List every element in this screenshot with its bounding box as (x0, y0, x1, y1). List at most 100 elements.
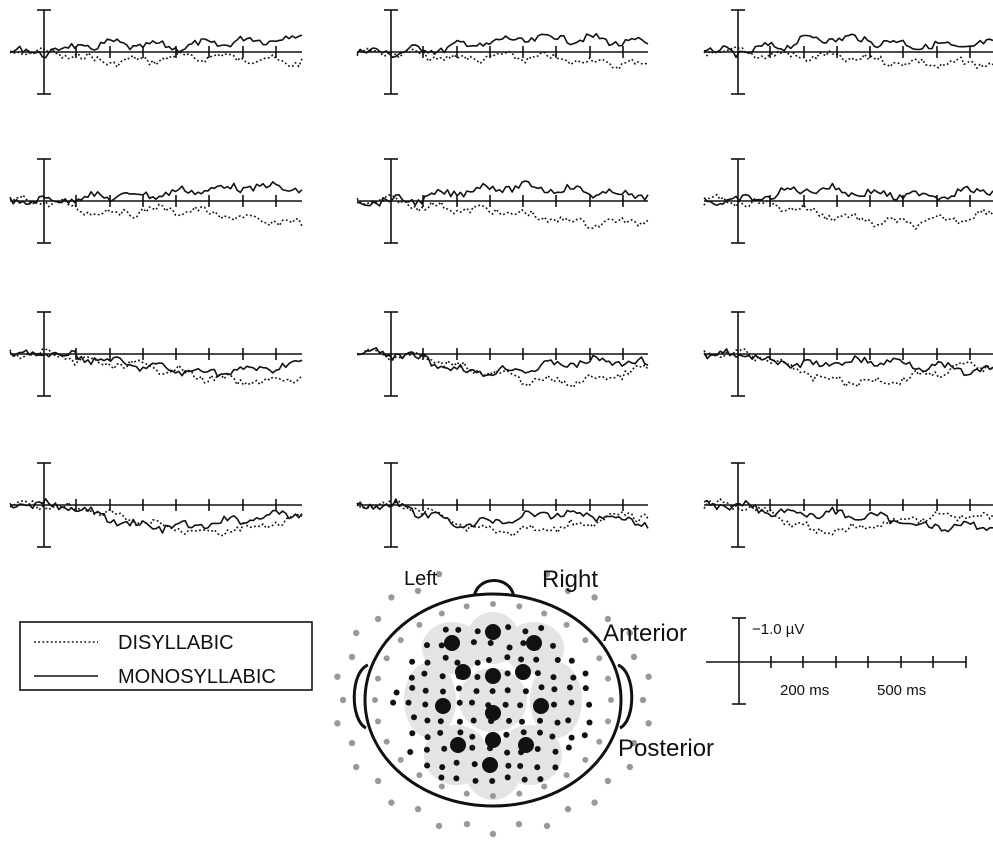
electrode-inner (520, 729, 527, 736)
electrode-inner (455, 626, 462, 633)
electrode-inner (438, 774, 445, 781)
electrode-inner (409, 684, 416, 691)
electrode-outer (353, 763, 360, 771)
electrode-inner (552, 748, 559, 755)
series-monosyllabic (703, 182, 993, 207)
electrode-rim (416, 621, 423, 628)
electrode-rim (463, 790, 470, 797)
electrode-outer (645, 720, 652, 727)
electrode-inner (409, 658, 416, 665)
electrode-inner (504, 749, 511, 756)
electrode-inner (538, 684, 545, 691)
electrode-rim (605, 675, 611, 682)
series-disyllabic (356, 500, 649, 537)
electrode-rim (596, 655, 603, 662)
electrode-inner (502, 701, 509, 708)
electrode-inner (439, 673, 446, 680)
electrode-cluster-center (518, 737, 534, 753)
erp-panel-r1-c1 (9, 9, 303, 95)
electrode-inner (550, 674, 557, 681)
electrode-inner (424, 734, 431, 741)
electrode-outer (626, 629, 633, 637)
electrode-cluster-center (455, 664, 471, 680)
electrode-inner (554, 719, 561, 726)
electrode-inner (506, 717, 512, 724)
electrode-rim (438, 783, 445, 790)
electrode-inner (489, 778, 496, 784)
electrode-inner (456, 685, 462, 692)
electrode-outer (435, 822, 443, 830)
electrode-inner (423, 746, 430, 753)
electrode-outer (515, 820, 523, 828)
electrode-outer (414, 587, 422, 595)
scale-time-label-500: 500 ms (877, 682, 926, 699)
electrode-inner (537, 729, 543, 736)
electrode-outer (334, 720, 341, 727)
erp-panel-r3-c2 (356, 311, 649, 397)
electrode-inner (486, 657, 492, 663)
electrode-outer (339, 696, 347, 704)
electrode-rim (397, 637, 404, 644)
erp-panel-grid (9, 9, 993, 548)
electrode-outer (604, 615, 612, 623)
electrode-cluster-center (485, 732, 501, 748)
electrode-dots (334, 570, 652, 838)
erp-panel-r3-c1 (9, 311, 303, 397)
electrode-outer (348, 739, 356, 747)
electrode-inner (586, 701, 593, 708)
electrode-inner (456, 699, 463, 706)
electrode-rim (596, 738, 603, 745)
electrode-outer (591, 594, 598, 601)
electrode-outer (591, 799, 598, 806)
electrode-inner (570, 674, 577, 681)
electrode-inner (504, 774, 511, 781)
electrode-inner (474, 659, 481, 666)
series-disyllabic (356, 194, 649, 229)
electrode-inner (421, 670, 428, 677)
electrode-inner (521, 776, 528, 783)
electrode-rim (541, 610, 548, 617)
electrode-outer (388, 799, 395, 806)
electrode-outer (334, 673, 341, 680)
electrode-inner (409, 730, 416, 737)
electrode-inner (538, 625, 545, 631)
electrode-inner (456, 718, 463, 725)
electrode-rim (383, 655, 390, 662)
electrode-inner (437, 718, 444, 725)
electrode-inner (487, 640, 494, 646)
series-disyllabic (703, 45, 993, 69)
electrode-cluster-center (485, 668, 501, 684)
electrode-rim (463, 603, 470, 610)
electrode-cluster-center (435, 698, 451, 714)
electrode-inner (489, 688, 496, 695)
electrode-rim (397, 756, 404, 763)
electrode-inner (517, 702, 524, 709)
label-anterior: Anterior (603, 620, 687, 647)
electrode-outer (564, 805, 572, 813)
erp-panel-r4-c3 (703, 462, 993, 548)
scale-bar: −1.0 µV 200 ms 500 ms (706, 617, 967, 705)
erp-panel-r2-c2 (356, 158, 649, 244)
series-monosyllabic (703, 348, 993, 377)
electrode-inner (470, 639, 477, 646)
electrode-inner (453, 759, 460, 766)
electrode-inner (504, 687, 511, 694)
electrode-inner (469, 699, 475, 706)
electrode-rim (516, 603, 523, 610)
electrode-outer (604, 777, 612, 785)
electrode-rim (375, 718, 381, 725)
electrode-inner (537, 717, 543, 724)
electrode-inner (551, 686, 558, 693)
electrode-inner (440, 688, 446, 695)
series-monosyllabic (9, 349, 303, 378)
electrode-inner (439, 764, 446, 771)
electrode-inner (474, 628, 481, 635)
series-disyllabic (9, 46, 303, 68)
scale-time-ticks (770, 656, 967, 668)
electrode-inner (552, 764, 559, 771)
erp-panel-r1-c3 (703, 9, 993, 95)
electrode-cluster-center (444, 635, 460, 651)
electrode-inner (422, 687, 429, 694)
electrode-outer (374, 615, 382, 623)
